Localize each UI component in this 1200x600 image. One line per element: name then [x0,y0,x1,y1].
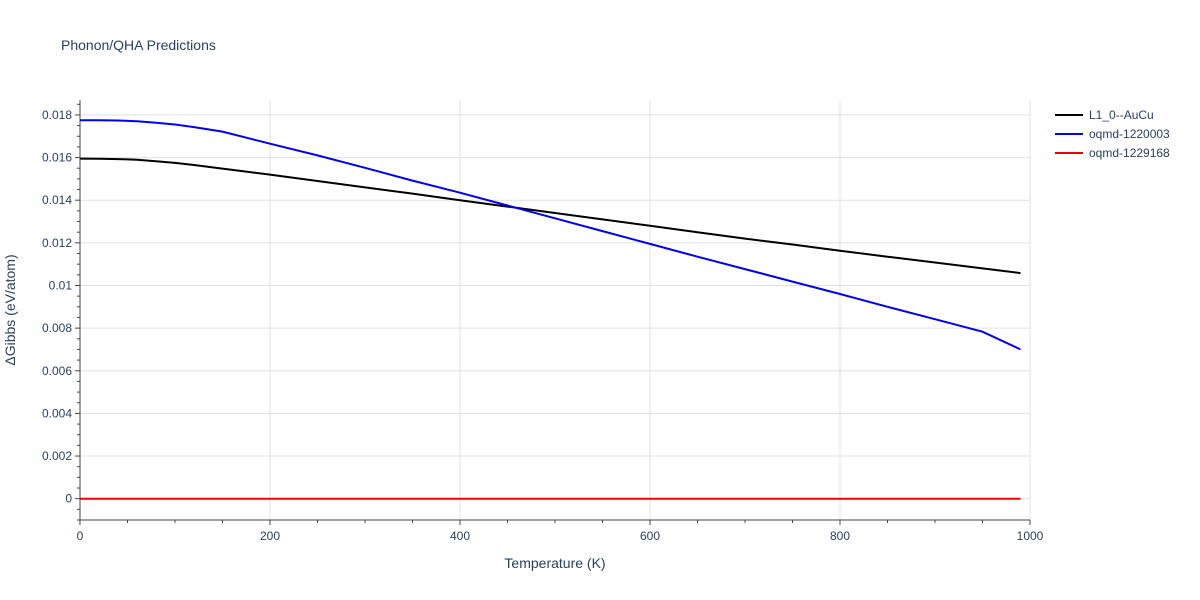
legend-label: L1_0--AuCu [1089,108,1154,122]
legend-label: oqmd-1220003 [1089,127,1170,141]
legend[interactable]: L1_0--AuCu oqmd-1220003 oqmd-1229168 [1055,108,1170,160]
axes: 0 200 400 600 800 1000 0 0.002 0.004 0.006 0.008 0.… [42,100,1044,543]
y-tick-label: 0.012 [42,236,72,250]
series-lines [79,119,1021,500]
y-tick-label: 0.008 [42,321,72,335]
x-axis-title: Temperature (K) [504,555,605,571]
x-tick-label: 800 [830,529,850,543]
x-tick-label: 600 [640,529,660,543]
y-tick-label: 0.004 [42,406,72,420]
y-tick-label: 0.002 [42,449,72,463]
y-tick-label: 0.01 [49,278,73,292]
chart-title: Phonon/QHA Predictions [61,37,216,53]
series-line-L1_0--AuCu [79,157,1021,275]
y-tick-label: 0.006 [42,364,72,378]
series-line-oqmd-1220003 [80,119,1021,351]
legend-item[interactable]: oqmd-1229168 [1055,146,1170,160]
x-tick-label: 0 [77,529,84,543]
y-tick-label: 0.016 [42,151,72,165]
legend-item[interactable]: oqmd-1220003 [1055,127,1170,141]
x-tick-label: 400 [450,529,470,543]
y-tick-label: 0.014 [42,193,72,207]
x-tick-label: 1000 [1017,529,1044,543]
y-axis-title: ΔGibbs (eV/atom) [2,254,18,365]
y-tick-label: 0.018 [42,108,72,122]
y-tick-label: 0 [65,492,72,506]
legend-label: oqmd-1229168 [1089,146,1170,160]
legend-item[interactable]: L1_0--AuCu [1055,108,1154,122]
grid [80,100,1031,520]
x-tick-label: 200 [260,529,280,543]
